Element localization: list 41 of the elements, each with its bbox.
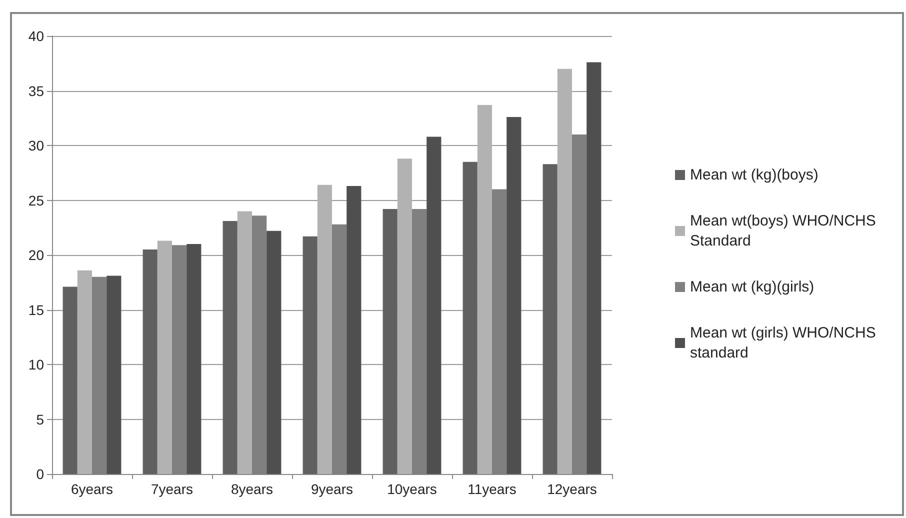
- legend-label: Mean wt (kg)(boys): [690, 166, 818, 184]
- x-tick-label: 6years: [70, 481, 114, 497]
- x-tick-label: 10years: [387, 481, 437, 497]
- y-tick-label: 40: [28, 28, 44, 44]
- bar: [542, 164, 558, 474]
- bar: [462, 162, 478, 474]
- bar: [302, 236, 318, 474]
- legend-label: Mean wt (girls) WHO/NCHS standard: [690, 324, 880, 362]
- bar: [317, 184, 332, 474]
- bar: [62, 286, 78, 474]
- bar: [397, 158, 412, 474]
- x-tick-label: 9years: [310, 481, 354, 497]
- bar: [382, 209, 398, 474]
- bar: [346, 186, 362, 474]
- bar: [142, 250, 158, 474]
- bar: [77, 270, 92, 474]
- bar: [157, 240, 172, 474]
- y-tick-label: 15: [28, 302, 44, 318]
- x-tick-label: 7years: [150, 481, 194, 497]
- bar: [222, 221, 238, 474]
- bar: [106, 276, 122, 474]
- bar: [426, 136, 442, 474]
- y-tick-label: 30: [28, 138, 44, 154]
- x-tick-label: 11years: [468, 481, 516, 497]
- bar: [477, 104, 492, 474]
- legend-label: Mean wt(boys) WHO/NCHS Standard: [690, 212, 880, 250]
- y-tick-label: 10: [28, 356, 44, 372]
- x-tick-label: 12years: [547, 481, 597, 497]
- bar: [186, 244, 202, 474]
- legend-label: Mean wt (kg)(girls): [690, 278, 814, 296]
- y-tick-label: 20: [28, 247, 44, 263]
- y-tick-label: 25: [28, 192, 44, 208]
- x-tick-label: 8years: [230, 481, 274, 497]
- bar: [266, 230, 282, 474]
- bar: [237, 211, 252, 474]
- bar: [506, 117, 522, 474]
- bar: [557, 68, 572, 474]
- y-tick-label: 0: [36, 466, 44, 482]
- bar: [586, 62, 602, 474]
- y-tick-label: 5: [36, 411, 44, 428]
- y-tick-label: 35: [28, 82, 44, 99]
